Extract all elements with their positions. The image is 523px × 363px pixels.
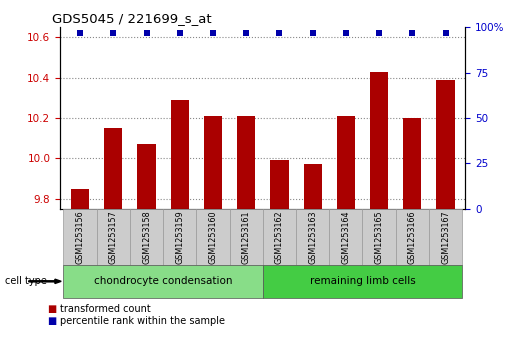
- Text: chondrocyte condensation: chondrocyte condensation: [94, 276, 232, 286]
- Text: transformed count: transformed count: [60, 303, 151, 314]
- Bar: [71, 188, 89, 209]
- Text: GSM1253159: GSM1253159: [175, 210, 184, 264]
- Point: [242, 30, 251, 36]
- Bar: [337, 116, 355, 209]
- Bar: [104, 128, 122, 209]
- Text: GSM1253163: GSM1253163: [308, 210, 317, 264]
- Point: [441, 30, 450, 36]
- Point: [342, 30, 350, 36]
- Point: [408, 30, 416, 36]
- Point: [209, 30, 217, 36]
- Text: GSM1253157: GSM1253157: [109, 210, 118, 264]
- Text: GSM1253167: GSM1253167: [441, 210, 450, 264]
- Bar: [170, 100, 189, 209]
- Text: GSM1253165: GSM1253165: [374, 210, 383, 264]
- Text: GSM1253158: GSM1253158: [142, 210, 151, 264]
- Text: GSM1253166: GSM1253166: [408, 210, 417, 264]
- Bar: [237, 116, 255, 209]
- Point: [176, 30, 184, 36]
- Text: remaining limb cells: remaining limb cells: [310, 276, 415, 286]
- Bar: [436, 79, 454, 209]
- Bar: [370, 72, 388, 209]
- Point: [275, 30, 283, 36]
- Text: GSM1253164: GSM1253164: [342, 210, 350, 264]
- Text: ■: ■: [47, 316, 56, 326]
- Text: ■: ■: [47, 303, 56, 314]
- Text: GSM1253162: GSM1253162: [275, 210, 284, 264]
- Point: [76, 30, 84, 36]
- Bar: [303, 164, 322, 209]
- Point: [142, 30, 151, 36]
- Bar: [138, 144, 156, 209]
- Bar: [204, 116, 222, 209]
- Point: [309, 30, 317, 36]
- Point: [109, 30, 118, 36]
- Text: percentile rank within the sample: percentile rank within the sample: [60, 316, 225, 326]
- Text: GSM1253161: GSM1253161: [242, 210, 251, 264]
- Bar: [403, 118, 422, 209]
- Text: GSM1253156: GSM1253156: [76, 210, 85, 264]
- Point: [375, 30, 383, 36]
- Text: cell type: cell type: [5, 276, 47, 286]
- Text: GSM1253160: GSM1253160: [209, 210, 218, 264]
- Text: GDS5045 / 221699_s_at: GDS5045 / 221699_s_at: [52, 12, 212, 25]
- Bar: [270, 160, 289, 209]
